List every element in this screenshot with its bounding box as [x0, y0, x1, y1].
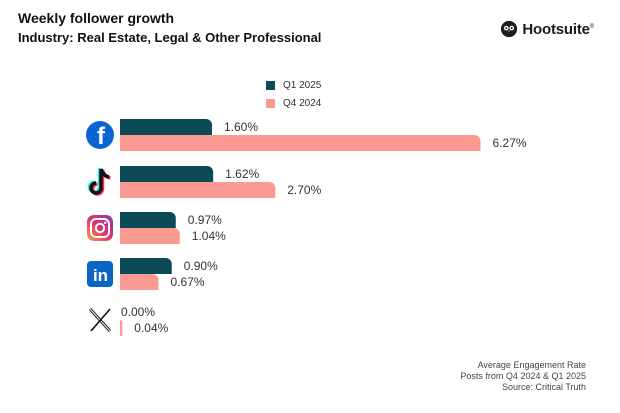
facebook-icon: f: [86, 121, 114, 150]
instagram-icon: [87, 215, 113, 241]
linkedin-icon: in: [87, 261, 113, 287]
value-label-x-q1-2025: 0.00%: [121, 305, 155, 319]
footer-source: Source: Critical Truth: [501, 382, 586, 392]
legend-swatch-q1-2025: [266, 80, 275, 90]
chart-subtitle: Industry: Real Estate, Legal & Other Pro…: [18, 30, 322, 45]
brand-logo: Hootsuite®: [500, 20, 594, 38]
brand-name: Hootsuite®: [522, 20, 594, 38]
value-label-linkedin-q4-2024: 0.67%: [171, 275, 205, 289]
bar-facebook-q1-2025: [120, 119, 212, 135]
value-label-instagram-q4-2024: 1.04%: [192, 229, 226, 243]
value-label-x-q4-2024: 0.04%: [134, 321, 168, 335]
value-label-tiktok-q4-2024: 2.70%: [287, 183, 321, 197]
bar-tiktok-q4-2024: [120, 182, 276, 198]
x-icon: [88, 307, 112, 333]
value-label-instagram-q1-2025: 0.97%: [188, 213, 222, 227]
legend-swatch-q4-2024: [266, 98, 275, 108]
footer-period: Posts from Q4 2024 & Q1 2025: [460, 371, 586, 381]
bar-instagram-q1-2025: [120, 212, 176, 228]
legend-item-q4-2024: Q4 2024: [266, 94, 321, 112]
chart-title: Weekly follower growth: [18, 10, 175, 26]
value-label-facebook-q4-2024: 6.27%: [493, 136, 527, 150]
legend: Q1 2025 Q4 2024: [266, 76, 321, 112]
bar-x-q4-2024: [120, 320, 123, 336]
svg-text:f: f: [97, 123, 106, 150]
value-label-tiktok-q1-2025: 1.62%: [225, 167, 259, 181]
bar-facebook-q4-2024: [120, 135, 481, 151]
chart-footer: Average Engagement Rate Posts from Q4 20…: [460, 360, 586, 393]
legend-label-q1-2025: Q1 2025: [283, 79, 322, 91]
value-label-linkedin-q1-2025: 0.90%: [184, 259, 218, 273]
owl-icon: [501, 20, 518, 38]
value-label-facebook-q1-2025: 1.60%: [224, 120, 258, 134]
legend-label-q4-2024: Q4 2024: [283, 97, 322, 109]
legend-item-q1-2025: Q1 2025: [266, 76, 321, 94]
bar-instagram-q4-2024: [120, 228, 180, 244]
bar-linkedin-q4-2024: [120, 274, 159, 290]
bar-linkedin-q1-2025: [120, 258, 172, 274]
tiktok-icon: [87, 167, 111, 196]
svg-text:in: in: [93, 266, 108, 285]
footer-metric: Average Engagement Rate: [477, 360, 586, 370]
bar-tiktok-q1-2025: [120, 166, 214, 182]
